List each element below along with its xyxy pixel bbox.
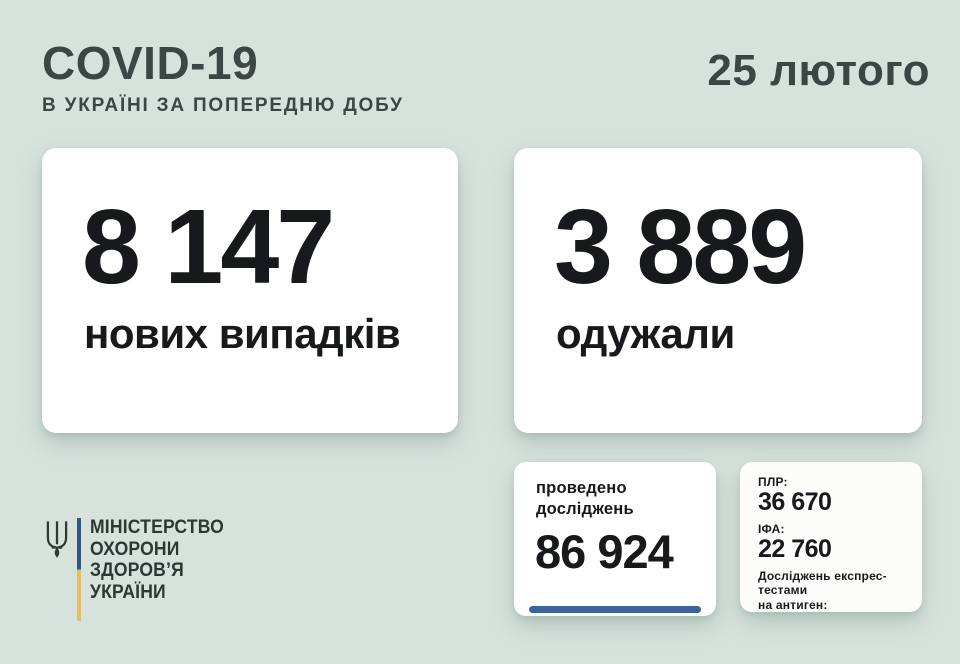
trident-icon bbox=[46, 521, 68, 558]
ministry-name: МІНІСТЕРСТВО ОХОРОНИ ЗДОРОВ’Я УКРАЇНИ bbox=[90, 516, 224, 603]
breakdown-value-plr: 36 670 bbox=[758, 488, 832, 517]
header: COVID-19 В УКРАЇНІ ЗА ПОПЕРЕДНЮ ДОБУ bbox=[42, 40, 404, 117]
new-cases-card: 8 147 нових випадків bbox=[42, 148, 458, 433]
recovered-label: одужали bbox=[556, 310, 735, 357]
recovered-card: 3 889 одужали bbox=[514, 148, 922, 433]
breakdown-label-ifa: ІФА: bbox=[758, 521, 785, 536]
breakdown-label-plr: ПЛР: bbox=[758, 475, 788, 489]
breakdown-row: ІФА: 22 760 bbox=[758, 522, 904, 564]
tests-breakdown-card: ПЛР: 36 670 ІФА: 22 760 Досліджень експр… bbox=[740, 462, 922, 612]
page-title: COVID-19 bbox=[42, 37, 259, 89]
breakdown-row: Досліджень експрес-тестами на антиген: 2… bbox=[758, 569, 904, 612]
new-cases-value: 8 147 bbox=[82, 188, 335, 306]
tests-card: проведено досліджень 86 924 bbox=[514, 462, 716, 616]
flag-bar bbox=[77, 518, 81, 621]
tests-label: проведено досліджень bbox=[536, 479, 634, 519]
ministry-logo: МІНІСТЕРСТВО ОХОРОНИ ЗДОРОВ’Я УКРАЇНИ bbox=[44, 516, 264, 626]
recovered-value: 3 889 bbox=[554, 188, 807, 306]
breakdown-row: ПЛР: 36 670 bbox=[758, 475, 904, 517]
accent-bar bbox=[529, 606, 701, 613]
tests-value: 86 924 bbox=[535, 525, 674, 578]
date-label: 25 лютого bbox=[707, 46, 930, 95]
breakdown-value-ifa: 22 760 bbox=[758, 535, 832, 564]
breakdown-label-antigen: Досліджень експрес-тестами на антиген: bbox=[758, 568, 887, 612]
page-subtitle: В УКРАЇНІ ЗА ПОПЕРЕДНЮ ДОБУ bbox=[42, 95, 404, 116]
new-cases-label: нових випадків bbox=[84, 310, 401, 357]
